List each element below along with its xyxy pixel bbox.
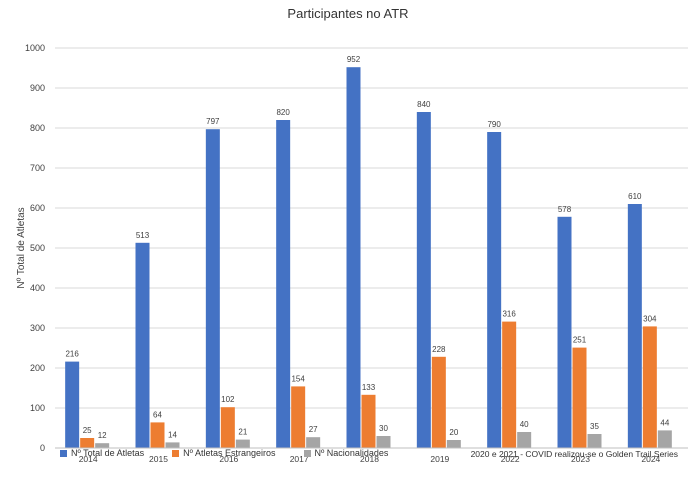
- legend-label-total: Nº Total de Atletas: [71, 448, 145, 458]
- x-tick-label: 2023: [571, 454, 590, 464]
- bar: [220, 407, 235, 448]
- data-label: 952: [347, 55, 361, 64]
- legend-label-foreign: Nº Atletas Estrangeiros: [183, 448, 276, 458]
- bar: [657, 430, 672, 448]
- data-label: 840: [417, 100, 431, 109]
- bar: [205, 129, 220, 448]
- bar: [80, 438, 95, 448]
- footnote: 2020 e 2021 - COVID realizou-se o Golden…: [470, 449, 678, 459]
- data-label: 30: [379, 424, 388, 433]
- bar: [376, 436, 391, 448]
- bar: [416, 112, 431, 448]
- legend-swatch-total: [60, 449, 67, 457]
- data-label: 133: [362, 383, 376, 392]
- data-label: 64: [153, 410, 162, 419]
- data-label: 40: [520, 420, 529, 429]
- data-label: 154: [291, 374, 305, 383]
- y-tick-label: 300: [30, 323, 45, 333]
- data-label: 316: [502, 310, 516, 319]
- data-label: 12: [98, 431, 107, 440]
- data-label: 102: [221, 395, 235, 404]
- y-tick-label: 0: [40, 443, 45, 453]
- y-tick-label: 1000: [25, 43, 45, 53]
- data-label: 216: [65, 350, 79, 359]
- y-tick-label: 200: [30, 363, 45, 373]
- legend-item-foreign: Nº Atletas Estrangeiros: [172, 448, 276, 458]
- x-tick-label: 2019: [430, 454, 449, 464]
- bar: [235, 439, 250, 448]
- x-tick-label: 2022: [501, 454, 520, 464]
- bar: [135, 242, 150, 448]
- y-tick-label: 900: [30, 83, 45, 93]
- bar: [306, 437, 321, 448]
- legend: Nº Total de Atletas Nº Atletas Estrangei…: [60, 448, 416, 458]
- data-label: 27: [309, 425, 318, 434]
- bar: [361, 394, 376, 448]
- bar: [642, 326, 657, 448]
- y-tick-label: 500: [30, 243, 45, 253]
- bar: [165, 442, 180, 448]
- y-tick-label: 400: [30, 283, 45, 293]
- bar: [587, 434, 602, 448]
- x-tick-label: 2024: [641, 454, 660, 464]
- data-label: 790: [487, 120, 501, 129]
- bar: [431, 356, 446, 448]
- bar: [502, 321, 517, 448]
- data-label: 228: [432, 345, 446, 354]
- data-label: 35: [590, 422, 599, 431]
- y-tick-label: 800: [30, 123, 45, 133]
- bar: [627, 204, 642, 448]
- y-tick-label: 600: [30, 203, 45, 213]
- data-label: 14: [168, 430, 177, 439]
- data-label: 44: [660, 418, 669, 427]
- x-tick-label: 2017: [290, 454, 309, 464]
- data-label: 20: [449, 428, 458, 437]
- legend-label-nationalities: Nº Nacionalidades: [314, 448, 389, 458]
- x-tick-label: 2018: [360, 454, 379, 464]
- y-tick-label: 700: [30, 163, 45, 173]
- y-tick-label: 100: [30, 403, 45, 413]
- x-tick-label: 2015: [149, 454, 168, 464]
- data-label: 304: [643, 314, 657, 323]
- data-label: 820: [276, 108, 290, 117]
- bar: [65, 361, 80, 448]
- chart-title: Participantes no ATR: [287, 6, 409, 21]
- bar: [291, 386, 306, 448]
- data-label: 513: [136, 231, 150, 240]
- bar: [487, 132, 502, 448]
- x-tick-label: 2014: [79, 454, 98, 464]
- bar: [557, 216, 572, 448]
- data-label: 610: [628, 192, 642, 201]
- y-axis-label: Nº Total de Atletas: [16, 207, 27, 288]
- bar: [572, 347, 587, 448]
- data-label: 25: [83, 426, 92, 435]
- legend-item-nationalities: Nº Nacionalidades: [303, 448, 389, 458]
- legend-item-total: Nº Total de Atletas: [60, 448, 144, 458]
- bar: [346, 67, 361, 448]
- data-label: 21: [238, 428, 247, 437]
- legend-swatch-nationalities: [303, 449, 311, 457]
- data-label: 251: [573, 336, 587, 345]
- legend-swatch-foreign: [172, 449, 180, 457]
- x-tick-label: 2016: [219, 454, 238, 464]
- bar: [150, 422, 165, 448]
- bar: [276, 120, 291, 448]
- data-label: 797: [206, 117, 220, 126]
- bar: [95, 443, 110, 448]
- bar: [517, 432, 532, 448]
- data-label: 578: [558, 205, 572, 214]
- bar: [446, 440, 461, 448]
